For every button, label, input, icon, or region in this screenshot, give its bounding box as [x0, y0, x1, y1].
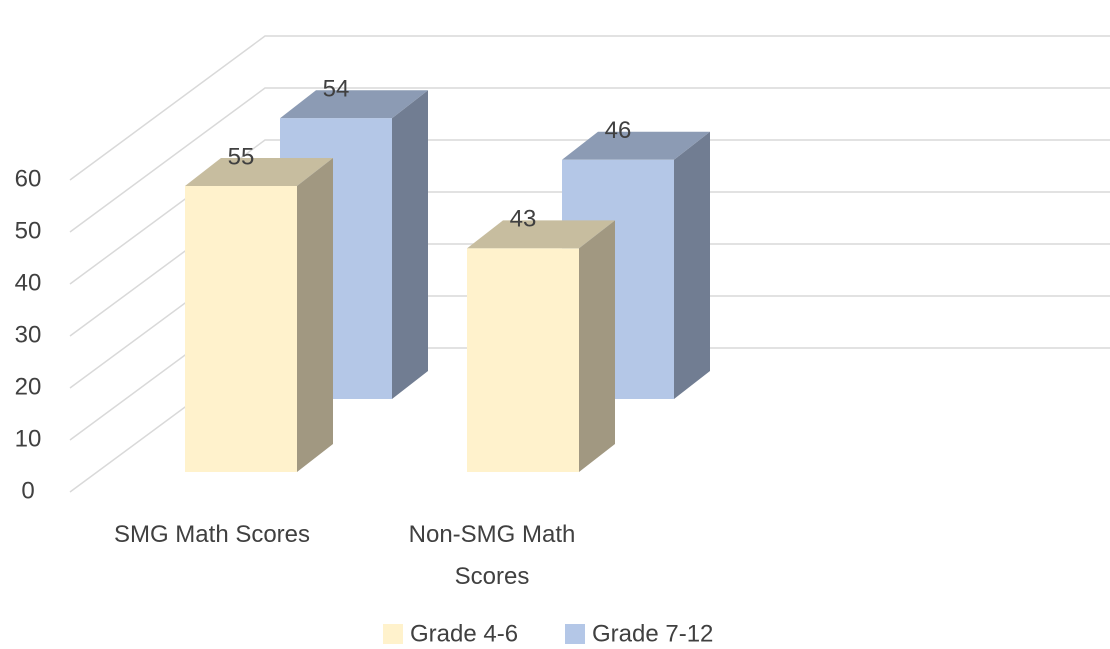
grid-line	[69, 139, 1110, 285]
y-tick-label: 10	[15, 425, 42, 452]
data-label: 46	[605, 117, 632, 144]
bar-side	[297, 158, 333, 472]
bar-top	[562, 131, 710, 160]
data-label: 43	[510, 206, 537, 233]
data-label: 55	[228, 143, 255, 170]
x-tick-label: Non-SMG Math Scores	[408, 521, 576, 590]
bar-side	[579, 220, 615, 472]
bar-side	[674, 131, 710, 400]
bar-top	[280, 90, 428, 119]
y-tick-label: 30	[15, 321, 42, 348]
x-tick-label: SMG Math Scores	[113, 521, 311, 548]
y-tick-label: 0	[21, 477, 34, 504]
grid-line	[69, 87, 1110, 233]
bar-top	[467, 220, 615, 249]
data-label: 54	[323, 76, 350, 103]
grid-line	[69, 35, 1110, 181]
y-tick-label: 50	[15, 217, 42, 244]
y-tick-label: 60	[15, 165, 42, 192]
bar	[185, 186, 297, 472]
y-tick-label: 20	[15, 373, 42, 400]
bar	[467, 248, 579, 472]
bar-top	[185, 158, 333, 186]
legend-swatch	[565, 624, 585, 644]
bar-side	[392, 90, 428, 399]
y-tick-label: 40	[15, 269, 42, 296]
legend-label: Grade 7-12	[592, 620, 713, 647]
legend-label: Grade 4-6	[410, 620, 518, 647]
legend-swatch	[383, 624, 403, 644]
